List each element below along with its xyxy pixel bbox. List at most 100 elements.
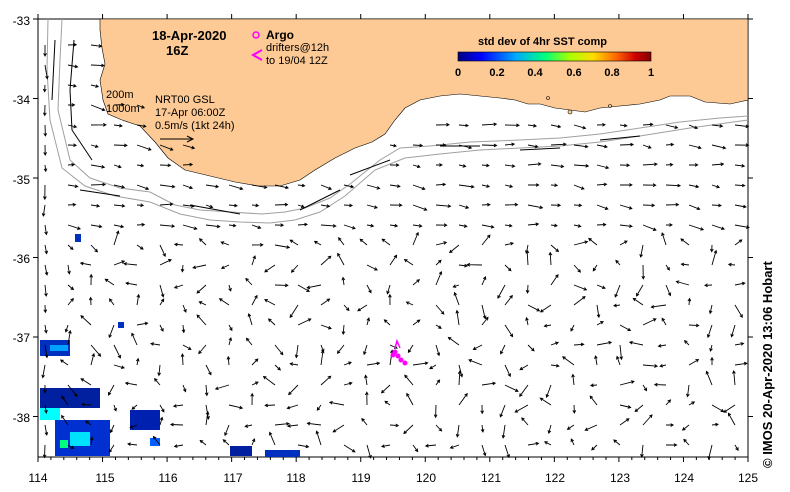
x-tick-label: 119 [351, 471, 370, 485]
current-arrow [267, 318, 276, 326]
current-arrow [136, 184, 150, 191]
current-arrow [384, 400, 391, 406]
current-arrow [455, 309, 460, 326]
current-arrow [67, 264, 71, 275]
current-arrow [41, 204, 46, 217]
current-arrow [727, 262, 736, 267]
current-arrow [403, 424, 414, 435]
current-arrow [67, 42, 78, 47]
map-time: 16Z [166, 43, 188, 58]
current-arrow [666, 423, 675, 427]
current-arrow [135, 357, 140, 366]
current-arrow [661, 232, 667, 246]
current-arrow [42, 104, 47, 117]
current-arrow [504, 164, 516, 168]
current-arrow [527, 222, 540, 227]
current-arrow [642, 144, 652, 149]
current-arrow [251, 294, 258, 306]
current-arrow [527, 204, 544, 210]
current-arrow [67, 297, 74, 306]
current-arrow [67, 103, 76, 107]
current-arrow [44, 344, 49, 359]
current-arrow [481, 316, 489, 326]
current-arrow [159, 298, 165, 306]
current-arrow [228, 223, 237, 228]
current-arrow [665, 124, 679, 130]
current-arrow [730, 324, 736, 338]
current-arrow [113, 230, 120, 246]
current-arrow [628, 340, 644, 346]
current-arrow [113, 204, 126, 208]
colorbar-tick: 0.4 [527, 67, 543, 79]
current-arrow [527, 441, 540, 446]
current-arrow [205, 410, 210, 426]
current-arrow [435, 344, 441, 357]
current-arrow [320, 184, 333, 190]
current-arrow [192, 264, 207, 270]
current-arrow [708, 304, 713, 315]
current-arrow [113, 344, 121, 359]
current-arrow [412, 164, 421, 169]
current-arrow [44, 324, 48, 334]
current-arrow [657, 344, 667, 348]
current-arrow [688, 144, 702, 150]
current-arrow [244, 424, 253, 428]
current-arrow [704, 283, 713, 288]
current-arrow [341, 276, 346, 286]
current-arrow [709, 344, 713, 352]
current-arrow [44, 64, 49, 80]
current-arrow [220, 241, 230, 246]
current-arrow [113, 143, 128, 148]
current-arrow [734, 342, 745, 346]
current-arrow [501, 424, 506, 439]
current-arrow [734, 239, 743, 246]
current-arrow [343, 381, 353, 386]
current-arrow [124, 381, 138, 386]
current-arrow [548, 251, 553, 266]
current-arrow [468, 359, 483, 366]
current-arrow [88, 296, 93, 306]
x-tick-label: 120 [416, 471, 436, 485]
current-arrow [251, 358, 259, 366]
current-arrow [380, 444, 391, 448]
current-arrow [90, 164, 106, 169]
current-arrow [268, 431, 276, 446]
current-arrow [685, 384, 690, 398]
isobath-200m [57, 18, 749, 215]
current-arrow [157, 364, 161, 377]
current-arrow [642, 162, 658, 167]
current-arrow [224, 424, 230, 437]
current-arrow [734, 361, 748, 366]
current-arrow [320, 204, 331, 208]
scale-label: 0.5m/s (1kt 24h) [155, 120, 234, 132]
current-arrow [550, 223, 558, 228]
current-arrow [251, 243, 264, 247]
current-arrow [596, 284, 606, 290]
current-arrow [44, 224, 48, 236]
current-arrow [226, 355, 231, 366]
current-arrow [619, 240, 628, 246]
current-vectors [41, 42, 750, 460]
current-arrow [504, 384, 519, 392]
current-arrow [570, 324, 575, 332]
current-arrow [550, 244, 560, 253]
current-arrow [543, 323, 552, 328]
current-arrow [642, 364, 659, 368]
current-arrow [150, 342, 161, 346]
current-arrow [389, 203, 403, 207]
current-arrow [42, 444, 47, 459]
current-arrow [286, 404, 299, 410]
current-arrow [642, 122, 654, 127]
current-arrow [366, 184, 381, 190]
current-arrow [343, 203, 354, 208]
current-arrow [366, 317, 371, 326]
current-arrow [297, 204, 305, 208]
current-arrow [90, 344, 102, 357]
current-arrow [680, 262, 690, 267]
current-arrow [251, 438, 256, 446]
scale-arrow [160, 135, 195, 143]
x-tick-label: 125 [738, 471, 758, 485]
current-arrow [320, 375, 332, 386]
current-arrow [481, 224, 495, 229]
drifters-label-time: to 19/04 12Z [266, 55, 328, 67]
